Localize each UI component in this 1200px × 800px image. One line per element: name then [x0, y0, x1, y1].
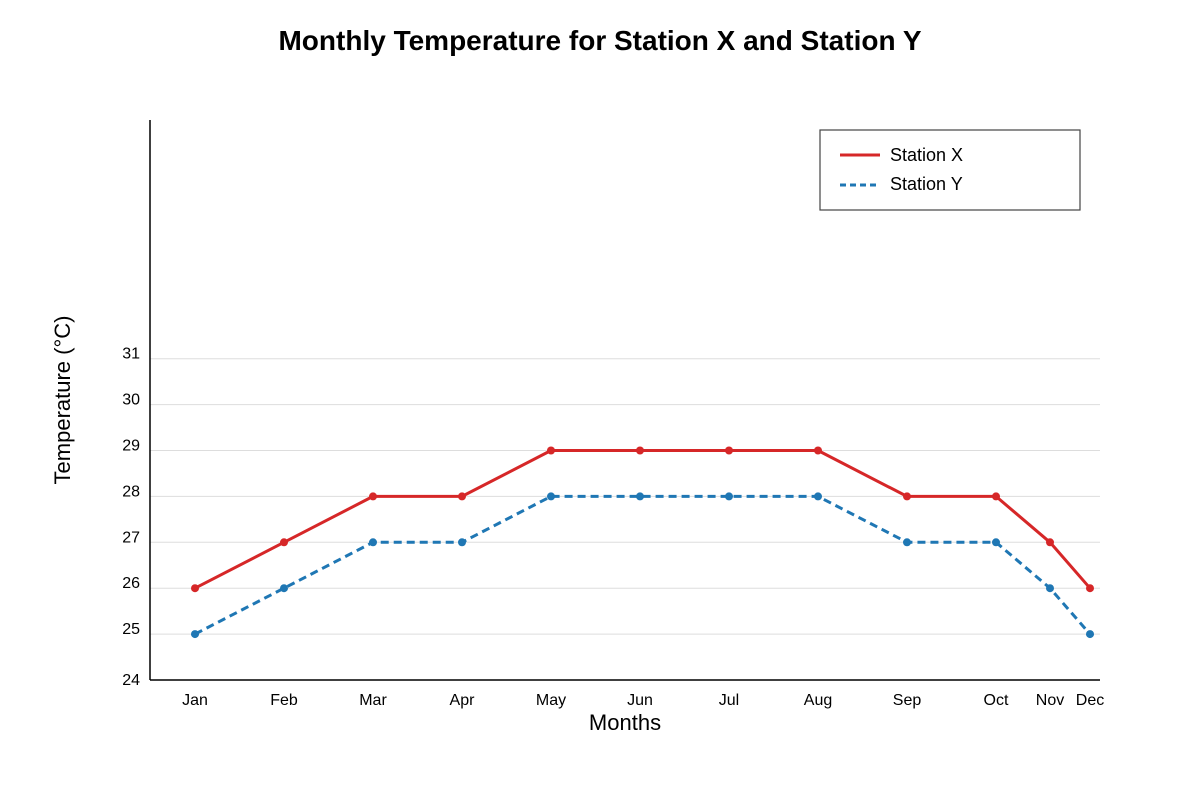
data-point	[903, 538, 911, 547]
y-axis-label: Temperature (°C)	[50, 316, 75, 485]
chart-title: Monthly Temperature for Station X and St…	[278, 25, 921, 56]
data-point	[636, 492, 644, 501]
data-point	[280, 584, 288, 593]
series-line	[194, 494, 1092, 636]
data-point	[458, 538, 466, 547]
x-tick-label: Nov	[1036, 692, 1064, 709]
y-tick-label: 28	[122, 483, 140, 500]
y-tick-label: 24	[122, 672, 140, 689]
x-tick-label: Jun	[627, 692, 653, 709]
x-tick-label: Jul	[719, 692, 739, 709]
x-tick-label: Oct	[984, 692, 1009, 709]
y-tick-labels: 24 25 26 27 28 29 30 31	[122, 346, 140, 689]
x-tick-label: Sep	[893, 692, 922, 709]
y-tick-label: 27	[122, 529, 140, 546]
y-tick-label: 29	[122, 437, 140, 454]
series-station-y	[191, 492, 1094, 639]
data-point	[1086, 630, 1094, 639]
data-point	[369, 492, 377, 501]
legend-label-station-y: Station Y	[890, 174, 963, 194]
x-tick-label: Mar	[359, 692, 387, 709]
data-point	[636, 446, 644, 455]
x-tick-label: Feb	[270, 692, 298, 709]
x-tick-label: May	[536, 692, 566, 709]
series-station-x	[191, 446, 1094, 593]
x-tick-label: Dec	[1076, 692, 1104, 709]
x-axis-label: Months	[589, 710, 661, 735]
data-point	[280, 538, 288, 547]
legend-label-station-x: Station X	[890, 145, 963, 165]
data-point	[547, 446, 555, 455]
axes	[149, 120, 1100, 681]
data-point	[992, 492, 1000, 501]
data-point	[1046, 584, 1054, 593]
data-point	[814, 492, 822, 501]
x-tick-label: Aug	[804, 692, 832, 709]
legend: Station X Station Y	[819, 129, 1081, 211]
data-point	[458, 492, 466, 501]
data-point	[1086, 584, 1094, 593]
data-point	[992, 538, 1000, 547]
data-point	[547, 492, 555, 501]
data-point	[725, 446, 733, 455]
y-tick-label: 30	[122, 392, 140, 409]
data-point	[1046, 538, 1054, 547]
data-point	[369, 538, 377, 547]
series-line	[194, 448, 1092, 590]
x-tick-label: Apr	[450, 692, 476, 709]
y-tick-label: 31	[122, 346, 140, 363]
y-tick-label: 26	[122, 575, 140, 592]
x-tick-labels: Jan Feb Mar Apr May Jun Jul Aug Sep Oct Nov Dec	[182, 692, 1104, 709]
data-point	[725, 492, 733, 501]
y-tick-label: 25	[122, 621, 140, 638]
data-series	[191, 446, 1094, 639]
data-point	[903, 492, 911, 501]
legend-box	[819, 129, 1081, 211]
data-point	[191, 630, 199, 639]
data-point	[191, 584, 199, 593]
data-point	[814, 446, 822, 455]
x-tick-label: Jan	[182, 692, 208, 709]
